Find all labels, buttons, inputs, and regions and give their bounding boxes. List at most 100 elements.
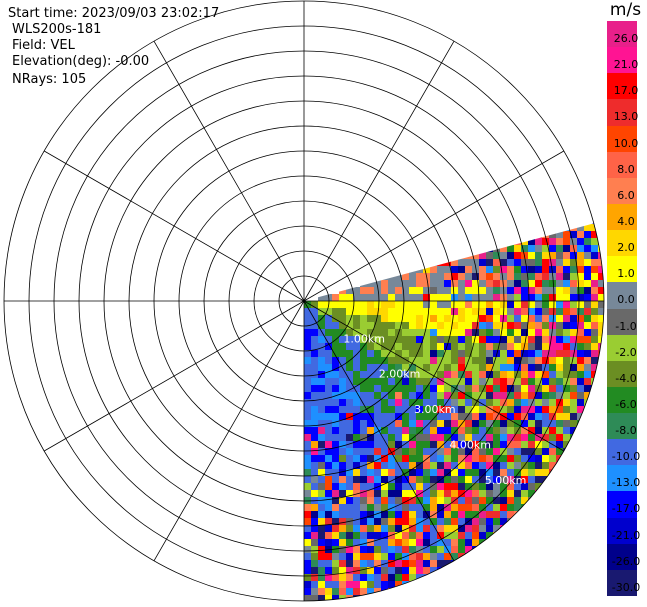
velocity-cell <box>528 350 535 357</box>
velocity-cell <box>381 322 388 329</box>
velocity-cell <box>479 357 486 364</box>
velocity-cell <box>542 371 549 378</box>
velocity-cell <box>472 420 479 427</box>
velocity-cell <box>360 539 367 546</box>
velocity-cell <box>374 490 381 497</box>
velocity-cell <box>437 504 444 511</box>
velocity-cell <box>486 357 493 364</box>
velocity-cell <box>500 245 507 252</box>
velocity-cell <box>444 301 451 308</box>
velocity-cell <box>367 532 374 539</box>
velocity-cell <box>521 490 528 497</box>
velocity-cell <box>437 357 444 364</box>
velocity-cell <box>395 378 402 385</box>
velocity-cell <box>437 518 444 525</box>
velocity-cell <box>514 357 521 364</box>
velocity-cell <box>332 553 339 560</box>
velocity-cell <box>493 469 500 476</box>
velocity-cell <box>507 273 514 280</box>
velocity-cell <box>437 364 444 371</box>
velocity-cell <box>584 223 591 224</box>
velocity-cell <box>556 336 563 343</box>
velocity-cell <box>556 280 563 287</box>
velocity-cell <box>416 469 423 476</box>
velocity-cell <box>332 343 339 350</box>
velocity-cell <box>367 490 374 497</box>
velocity-cell <box>430 532 437 539</box>
velocity-cell <box>507 392 514 399</box>
velocity-cell <box>388 518 395 525</box>
velocity-cell <box>556 273 563 280</box>
velocity-cell <box>353 364 360 371</box>
velocity-cell <box>479 504 486 511</box>
velocity-cell <box>514 392 521 399</box>
velocity-cell <box>528 441 535 448</box>
velocity-cell <box>479 259 486 266</box>
velocity-cell <box>500 266 507 273</box>
velocity-cell <box>514 490 521 497</box>
velocity-cell <box>563 371 570 378</box>
velocity-cell <box>353 560 360 567</box>
velocity-cell <box>409 371 416 378</box>
velocity-cell <box>598 266 604 273</box>
velocity-cell <box>549 266 556 273</box>
velocity-cell <box>514 280 521 287</box>
velocity-cell <box>332 406 339 413</box>
velocity-cell <box>535 273 542 280</box>
velocity-cell <box>514 350 521 357</box>
velocity-cell <box>535 329 542 336</box>
velocity-cell <box>430 525 437 532</box>
velocity-cell <box>514 399 521 406</box>
velocity-cell <box>360 329 367 336</box>
velocity-cell <box>507 406 514 413</box>
velocity-cell <box>374 553 381 560</box>
range-label: 4.00km <box>449 438 491 451</box>
velocity-cell <box>528 497 535 504</box>
velocity-cell <box>367 308 374 315</box>
velocity-cell <box>444 406 451 413</box>
velocity-cell <box>577 364 584 371</box>
velocity-cell <box>507 294 514 301</box>
velocity-cell <box>395 546 402 553</box>
velocity-cell <box>535 392 542 399</box>
velocity-cell <box>318 553 325 560</box>
velocity-cell <box>381 483 388 490</box>
velocity-cell <box>528 392 535 399</box>
velocity-cell <box>304 462 311 469</box>
velocity-cell <box>472 476 479 483</box>
velocity-cell <box>472 252 479 259</box>
velocity-cell <box>409 574 416 581</box>
velocity-cell <box>563 315 570 322</box>
velocity-cell <box>416 301 423 308</box>
velocity-cell <box>402 385 409 392</box>
colorbar-segment <box>607 21 637 48</box>
velocity-cell <box>598 273 604 280</box>
velocity-cell <box>367 504 374 511</box>
velocity-cell <box>570 231 577 238</box>
velocity-cell <box>479 525 486 532</box>
velocity-cell <box>381 287 388 294</box>
colorbar-segment <box>607 203 637 231</box>
velocity-cell <box>381 455 388 462</box>
velocity-cell <box>514 329 521 336</box>
velocity-cell <box>465 378 472 385</box>
velocity-cell <box>472 364 479 371</box>
azimuth-spokes <box>4 1 604 601</box>
velocity-cell <box>325 455 332 462</box>
velocity-cell <box>360 574 367 581</box>
velocity-cell <box>514 259 521 266</box>
velocity-cell <box>360 392 367 399</box>
velocity-cell <box>332 455 339 462</box>
velocity-cell <box>472 308 479 315</box>
velocity-cell <box>381 350 388 357</box>
velocity-cell <box>367 399 374 406</box>
velocity-cell <box>507 399 514 406</box>
velocity-cell <box>430 455 437 462</box>
velocity-cell <box>493 273 500 280</box>
velocity-cell <box>465 553 472 560</box>
velocity-cell <box>591 231 598 238</box>
velocity-cell <box>423 406 430 413</box>
velocity-cell <box>507 308 514 315</box>
velocity-cell <box>486 434 493 441</box>
velocity-cell <box>542 413 549 420</box>
